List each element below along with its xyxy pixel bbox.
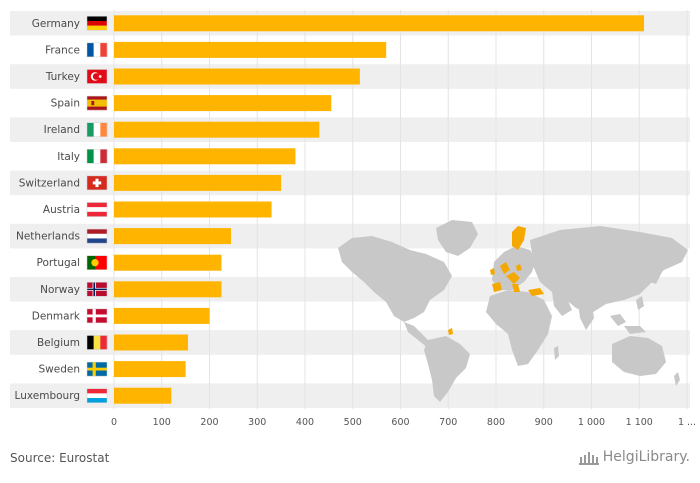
- flag-italy-icon: [86, 149, 108, 164]
- bar: [114, 68, 360, 85]
- country-label: Ireland: [44, 124, 80, 136]
- flag-germany-icon: [86, 16, 108, 31]
- bar: [114, 361, 186, 378]
- bar: [114, 41, 387, 58]
- x-tick-label: 200: [200, 417, 218, 428]
- country-label: Switzerland: [19, 177, 80, 189]
- country-label: Germany: [32, 18, 80, 30]
- flag-sweden-icon: [86, 361, 108, 377]
- row-band: [10, 330, 690, 355]
- x-tick-label: 100: [153, 417, 171, 428]
- flag-france-icon: [86, 42, 108, 58]
- x-tick-label: 800: [487, 417, 505, 428]
- bar-chart: Germany France Turkey Spain Ireland Italy Swit…: [10, 10, 696, 428]
- country-label: France: [45, 44, 80, 56]
- x-tick-label: 700: [439, 417, 457, 428]
- x-tick-label: 600: [391, 417, 409, 428]
- helgi-library-logo: HelgiLibrary.: [578, 449, 690, 465]
- bar: [114, 334, 189, 351]
- x-tick-label: 1 000: [578, 417, 605, 428]
- row-band: [10, 170, 690, 196]
- flag-portugal-icon: [86, 255, 108, 270]
- row-band: [10, 117, 690, 142]
- country-label: Belgium: [37, 337, 80, 349]
- flag-spain-icon: [86, 95, 108, 111]
- bar: [114, 281, 222, 298]
- brand-name: HelgiLibrary.: [602, 449, 690, 465]
- flag-netherlands-icon: [86, 228, 108, 244]
- bar: [114, 95, 332, 112]
- country-label: Portugal: [37, 257, 81, 269]
- bar: [114, 307, 210, 324]
- x-tick-label: 900: [535, 417, 553, 428]
- flag-belgium-icon: [86, 335, 108, 350]
- flag-turkey-icon: [86, 69, 108, 84]
- bar: [114, 15, 645, 32]
- bar: [114, 228, 231, 245]
- bar: [114, 174, 282, 191]
- country-label: Norway: [40, 284, 80, 296]
- bar: [114, 387, 172, 404]
- x-tick-label: 500: [344, 417, 362, 428]
- country-label: Spain: [51, 98, 80, 110]
- library-building-icon: [578, 449, 600, 465]
- flag-luxembourg-icon: [86, 388, 108, 403]
- country-label: Denmark: [32, 310, 81, 322]
- country-label: Italy: [57, 151, 80, 163]
- x-tick-label: 1 100: [626, 417, 653, 428]
- country-label: Turkey: [45, 71, 80, 83]
- bar: [114, 201, 272, 218]
- country-label: Netherlands: [16, 231, 80, 243]
- bar: [114, 121, 320, 138]
- country-label: Austria: [43, 204, 80, 216]
- x-tick-label: 1 ...: [678, 417, 696, 428]
- country-label: Sweden: [39, 364, 81, 376]
- flag-switzerland-icon: [86, 175, 108, 191]
- flag-norway-icon: [86, 282, 108, 297]
- x-tick-label: 400: [296, 417, 314, 428]
- world-map-image: [338, 220, 688, 402]
- country-label: Luxembourg: [15, 390, 80, 402]
- bar: [114, 254, 222, 271]
- x-tick-label: 300: [248, 417, 266, 428]
- flag-denmark-icon: [86, 308, 108, 324]
- source-note: Source: Eurostat: [10, 451, 110, 465]
- bar: [114, 148, 296, 165]
- flag-austria-icon: [86, 202, 108, 217]
- row-band: [10, 383, 690, 408]
- flag-ireland-icon: [86, 122, 108, 137]
- x-tick-label: 0: [111, 417, 117, 428]
